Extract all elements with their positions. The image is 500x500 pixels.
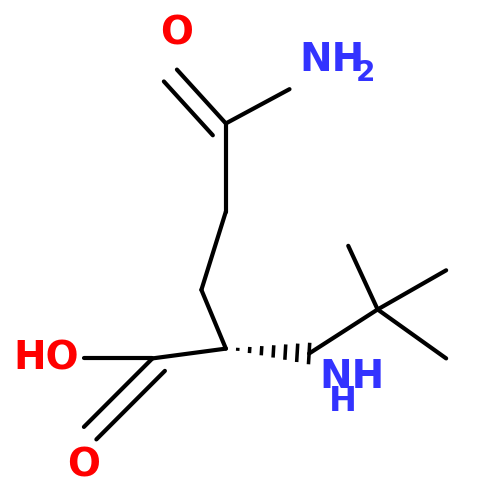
Text: O: O bbox=[68, 446, 100, 484]
Text: HO: HO bbox=[14, 340, 79, 378]
Text: 2: 2 bbox=[356, 58, 375, 86]
Text: H: H bbox=[328, 386, 356, 418]
Text: O: O bbox=[160, 14, 194, 52]
Text: NH: NH bbox=[300, 42, 364, 80]
Text: NH: NH bbox=[319, 358, 384, 397]
